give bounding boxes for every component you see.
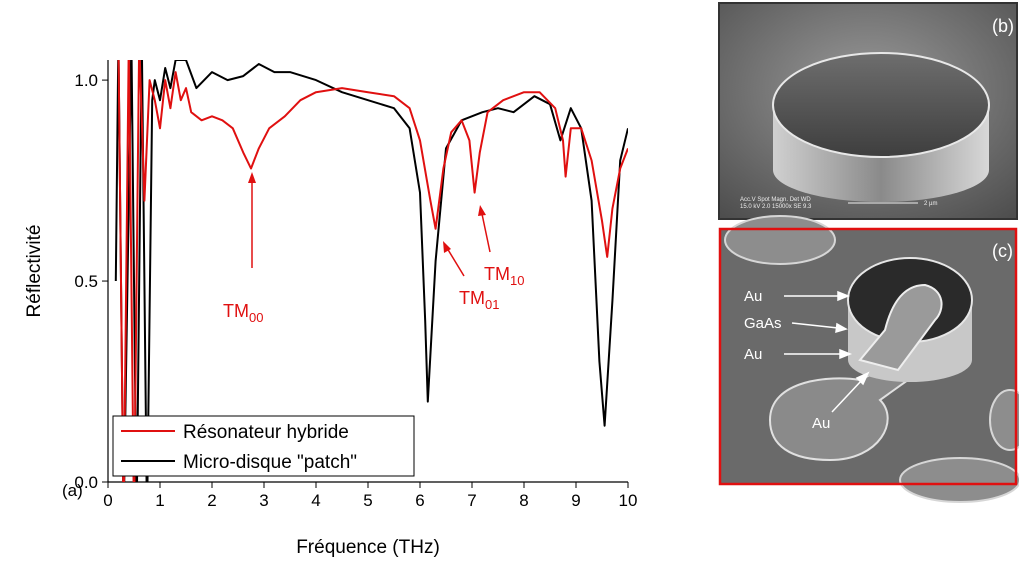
annotation-sub: 10 [510, 273, 524, 288]
line [114, 60, 628, 482]
series-group [114, 60, 628, 482]
panel-label: (a) [62, 481, 83, 500]
x-tick-label: 4 [311, 491, 320, 510]
image-label: (c) [992, 241, 1013, 261]
bottom-electrode [768, 358, 917, 462]
legend-label: Micro-disque "patch" [183, 452, 357, 473]
x-axis-label: Fréquence (THz) [296, 537, 440, 558]
pad [989, 389, 1019, 451]
pad [724, 215, 836, 265]
image-label: (b) [992, 16, 1014, 36]
x-tick-label: 6 [415, 491, 424, 510]
y-tick-label: 0.0 [74, 473, 98, 492]
x-tick-label: 1 [155, 491, 164, 510]
legend-label: Résonateur hybride [183, 422, 349, 443]
annotation-sub: 00 [249, 310, 263, 325]
x-tick-label: 0 [103, 491, 112, 510]
x-tick-label: 9 [571, 491, 580, 510]
arrow-head [837, 290, 851, 302]
top-electrode [858, 283, 943, 372]
line [117, 60, 628, 482]
annotation: TM01 [459, 288, 499, 312]
arrow [446, 247, 465, 277]
x-tick-label: 3 [259, 491, 268, 510]
annotations: TM00 TM01 TM10 [223, 172, 524, 325]
material-label: Au [744, 288, 762, 305]
annotation-text: TM [459, 288, 485, 308]
annotation: TM10 [484, 264, 524, 288]
arrow-head [248, 172, 256, 183]
x-tick-label: 8 [519, 491, 528, 510]
y-axis-label: Réflectivité [24, 225, 45, 318]
arrow-head [443, 241, 451, 253]
scale-label: 2 µm [924, 201, 937, 207]
y-tick-label: 0.5 [74, 272, 98, 291]
pad [899, 457, 1019, 503]
arrow [791, 322, 839, 329]
disk-top [772, 52, 990, 158]
image-b: (b) Acc.V Spot Magn. Det WD 15.0 kV 2.0 … [718, 2, 1018, 220]
caption: 15.0 kV 2.0 15000x SE 9.3 [740, 204, 812, 210]
x-tick-label: 5 [363, 491, 372, 510]
image-frame [718, 227, 1018, 486]
arrow [831, 379, 863, 413]
arrow [481, 213, 491, 253]
arrow-head [839, 348, 853, 360]
caption: Acc.V Spot Magn. Det WD [740, 197, 811, 203]
arrow-head [478, 205, 486, 216]
annotation-text: TM [484, 264, 510, 284]
material-label: GaAs [744, 315, 782, 332]
x-tick-label: 10 [619, 491, 638, 510]
arrow-head [835, 322, 848, 334]
legend-box [112, 415, 415, 477]
annotation: TM00 [223, 301, 263, 325]
x-tick-label: 2 [207, 491, 216, 510]
arrow-head [855, 371, 870, 386]
annotation-text: TM [223, 301, 249, 321]
x-tick-label: 7 [467, 491, 476, 510]
material-label: Au [744, 346, 762, 363]
annotation-sub: 01 [485, 297, 499, 312]
y-tick-label: 1.0 [74, 71, 98, 90]
image-c: (c) Au GaAs Au Au [718, 215, 1019, 503]
material-label: Au [812, 415, 830, 432]
